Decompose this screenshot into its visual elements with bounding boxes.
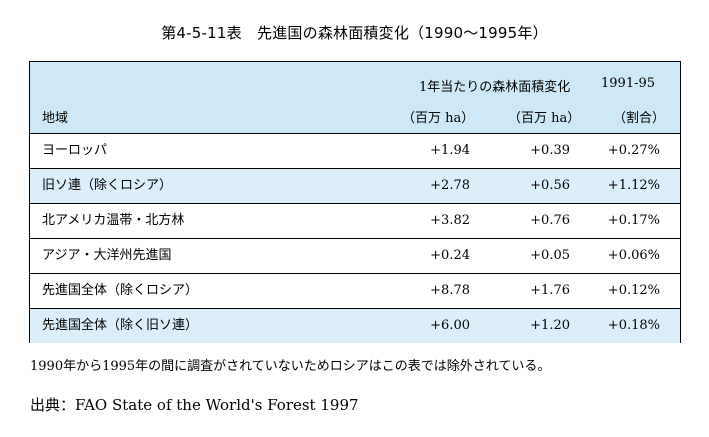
value-cell: +8.78 xyxy=(430,283,470,298)
value-cell: +1.20 xyxy=(530,318,570,333)
source-citation: 出典：FAO State of the World's Forest 1997 xyxy=(30,396,359,414)
value-cell: +1.76 xyxy=(530,283,570,298)
value-cell: +0.76 xyxy=(530,213,570,228)
region-cell: ヨーロッパ xyxy=(42,143,108,158)
header-unit-annual: （百万 ha） xyxy=(508,111,581,126)
table-row: 先進国全体（除く旧ソ連） +6.00 +1.20 +0.18% xyxy=(30,308,680,343)
table-row: 先進国全体（除くロシア） +8.78 +1.76 +0.12% xyxy=(30,273,680,308)
region-cell: 先進国全体（除く旧ソ連） xyxy=(42,318,199,333)
percent-cell: +1.12% xyxy=(607,178,660,193)
value-cell: +0.39 xyxy=(530,143,570,158)
forest-area-table: 地域 1年当たりの森林面積変化 1991-95 （百万 ha） （百万 ha） … xyxy=(29,61,681,343)
table-header: 地域 1年当たりの森林面積変化 1991-95 （百万 ha） （百万 ha） … xyxy=(30,62,680,134)
header-region: 地域 xyxy=(42,111,69,126)
percent-cell: +0.18% xyxy=(607,318,660,333)
table-row: ヨーロッパ +1.94 +0.39 +0.27% xyxy=(30,133,680,168)
value-cell: +3.82 xyxy=(430,213,470,228)
percent-cell: +0.12% xyxy=(607,283,660,298)
value-cell: +0.05 xyxy=(530,248,570,263)
value-cell: +0.56 xyxy=(530,178,570,193)
percent-cell: +0.27% xyxy=(607,143,660,158)
value-cell: +2.78 xyxy=(430,178,470,193)
percent-cell: +0.17% xyxy=(607,213,660,228)
value-cell: +6.00 xyxy=(430,318,470,333)
header-unit-total: （百万 ha） xyxy=(402,111,475,126)
value-cell: +0.24 xyxy=(430,248,470,263)
header-group: 1年当たりの森林面積変化 xyxy=(419,80,571,95)
table-row: 旧ソ連（除くロシア） +2.78 +0.56 +1.12% xyxy=(30,168,680,203)
header-period: 1991-95 xyxy=(601,76,656,91)
percent-cell: +0.06% xyxy=(607,248,660,263)
footnote: 1990年から1995年の間に調査がされていないためロシアはこの表では除外されて… xyxy=(30,359,551,374)
table-row: 北アメリカ温帯・北方林 +3.82 +0.76 +0.17% xyxy=(30,203,680,238)
table-title: 第4-5-11表 先進国の森林面積変化（1990〜1995年） xyxy=(161,24,548,42)
region-cell: 先進国全体（除くロシア） xyxy=(42,283,199,298)
header-unit-ratio: （割合） xyxy=(613,111,666,126)
region-cell: アジア・大洋州先進国 xyxy=(42,248,172,263)
region-cell: 旧ソ連（除くロシア） xyxy=(42,178,173,193)
value-cell: +1.94 xyxy=(430,143,470,158)
region-cell: 北アメリカ温帯・北方林 xyxy=(42,213,185,228)
table-row: アジア・大洋州先進国 +0.24 +0.05 +0.06% xyxy=(30,238,680,273)
